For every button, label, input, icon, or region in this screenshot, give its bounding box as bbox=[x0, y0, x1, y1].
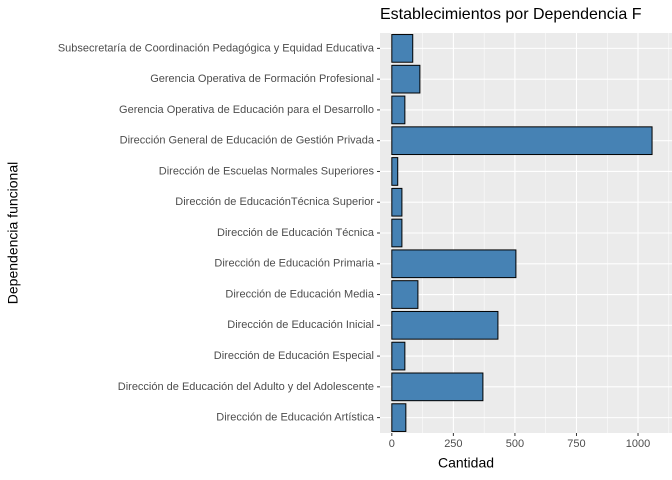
chart-title: Establecimientos por Dependencia F bbox=[380, 6, 642, 23]
x-tick-label: 1000 bbox=[626, 438, 650, 450]
x-tick-label: 500 bbox=[506, 438, 524, 450]
bar bbox=[391, 341, 406, 371]
y-tick-label: Dirección de Educación del Adulto y del … bbox=[118, 381, 374, 393]
bar bbox=[391, 157, 399, 186]
x-tick-label: 250 bbox=[444, 438, 462, 450]
bar bbox=[391, 403, 407, 432]
x-tick-label: 0 bbox=[389, 438, 395, 450]
y-tick-label: Dirección de Escuelas Normales Superiore… bbox=[159, 165, 375, 177]
y-tick-label: Subsecretaría de Coordinación Pedagógica… bbox=[58, 42, 375, 54]
bar bbox=[391, 218, 403, 248]
bar bbox=[391, 280, 419, 309]
bar bbox=[391, 95, 406, 125]
y-tick-label: Dirección General de Educación de Gestió… bbox=[120, 135, 375, 147]
bar bbox=[391, 372, 484, 402]
bar bbox=[391, 34, 414, 63]
bar bbox=[391, 126, 653, 156]
y-tick-label: Dirección de Educación Especial bbox=[214, 350, 374, 362]
y-tick-label: Gerencia Operativa de Formación Profesio… bbox=[150, 73, 374, 85]
bar bbox=[391, 64, 421, 94]
bar bbox=[391, 187, 403, 217]
y-tick-label: Dirección de Educación Inicial bbox=[227, 319, 374, 331]
y-tick-label: Dirección de EducaciónTécnica Superior bbox=[175, 196, 374, 208]
y-tick-label: Dirección de Educación Media bbox=[225, 288, 374, 300]
y-axis-title: Dependencia funcional bbox=[5, 162, 21, 304]
x-tick-label: 750 bbox=[567, 438, 585, 450]
y-tick-label: Dirección de Educación Artística bbox=[216, 412, 375, 424]
bar bbox=[391, 310, 499, 340]
y-tick-label: Dirección de Educación Primaria bbox=[214, 258, 374, 270]
y-tick-label: Gerencia Operativa de Educación para el … bbox=[119, 104, 374, 116]
bar bbox=[391, 249, 517, 279]
y-tick-label: Dirección de Educación Técnica bbox=[217, 227, 375, 239]
x-axis-title: Cantidad bbox=[438, 455, 494, 471]
